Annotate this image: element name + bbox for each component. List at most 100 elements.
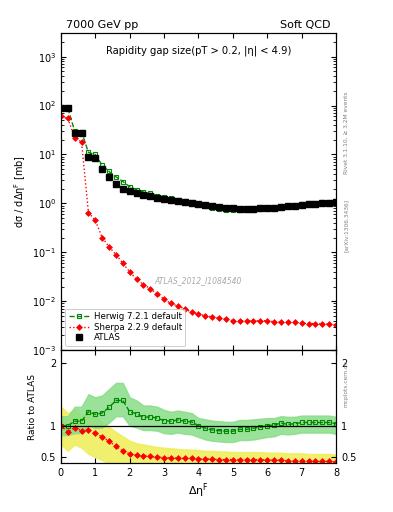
Y-axis label: Ratio to ATLAS: Ratio to ATLAS	[28, 374, 37, 440]
Sherpa 2.2.9 default	[313, 321, 318, 327]
ATLAS	[169, 197, 173, 203]
ATLAS	[148, 193, 152, 199]
Text: mcplots.cern.ch: mcplots.cern.ch	[344, 360, 349, 408]
Sherpa 2.2.9 default	[217, 315, 222, 322]
Herwig 7.2.1 default	[86, 150, 91, 156]
Sherpa 2.2.9 default	[237, 317, 242, 324]
Sherpa 2.2.9 default	[285, 319, 290, 326]
Herwig 7.2.1 default	[292, 202, 297, 208]
Sherpa 2.2.9 default	[189, 309, 194, 315]
ATLAS	[65, 105, 70, 111]
Herwig 7.2.1 default	[306, 200, 311, 206]
ATLAS	[292, 203, 297, 209]
ATLAS	[175, 198, 180, 204]
Sherpa 2.2.9 default	[155, 291, 160, 297]
ATLAS	[155, 195, 160, 201]
ATLAS	[334, 199, 338, 205]
Sherpa 2.2.9 default	[196, 311, 201, 317]
Sherpa 2.2.9 default	[86, 209, 91, 216]
Text: Rapidity gap size(pT > 0.2, |η| < 4.9): Rapidity gap size(pT > 0.2, |η| < 4.9)	[106, 46, 291, 56]
Sherpa 2.2.9 default	[79, 139, 84, 145]
ATLAS	[313, 201, 318, 207]
Sherpa 2.2.9 default	[175, 303, 180, 309]
Text: Rivet 3.1.10, ≥ 3.2M events: Rivet 3.1.10, ≥ 3.2M events	[344, 92, 349, 175]
ATLAS	[299, 202, 304, 208]
Sherpa 2.2.9 default	[162, 296, 167, 302]
ATLAS	[196, 201, 201, 207]
ATLAS	[107, 174, 112, 180]
Herwig 7.2.1 default	[320, 199, 325, 205]
Text: ATLAS_2012_I1084540: ATLAS_2012_I1084540	[155, 276, 242, 285]
Herwig 7.2.1 default	[285, 203, 290, 209]
Sherpa 2.2.9 default	[100, 234, 105, 241]
ATLAS	[86, 154, 91, 160]
Herwig 7.2.1 default	[210, 205, 215, 211]
ATLAS	[272, 205, 277, 211]
Sherpa 2.2.9 default	[251, 317, 256, 324]
ATLAS	[265, 205, 270, 211]
Herwig 7.2.1 default	[93, 152, 97, 158]
Herwig 7.2.1 default	[162, 194, 167, 200]
Sherpa 2.2.9 default	[93, 217, 97, 223]
Sherpa 2.2.9 default	[120, 260, 125, 266]
Herwig 7.2.1 default	[169, 195, 173, 201]
Herwig 7.2.1 default	[114, 174, 118, 180]
Herwig 7.2.1 default	[299, 201, 304, 207]
Sherpa 2.2.9 default	[182, 306, 187, 312]
ATLAS	[224, 205, 228, 211]
Sherpa 2.2.9 default	[72, 135, 77, 141]
Sherpa 2.2.9 default	[279, 319, 283, 325]
ATLAS	[182, 199, 187, 205]
ATLAS	[327, 200, 332, 206]
ATLAS	[72, 130, 77, 136]
ATLAS	[251, 206, 256, 212]
Herwig 7.2.1 default	[175, 197, 180, 203]
Herwig 7.2.1 default	[72, 128, 77, 134]
Herwig 7.2.1 default	[217, 206, 222, 212]
ATLAS	[279, 204, 283, 210]
Herwig 7.2.1 default	[272, 204, 277, 210]
Sherpa 2.2.9 default	[114, 251, 118, 258]
Herwig 7.2.1 default	[203, 203, 208, 209]
Y-axis label: dσ / dΔη$^\mathregular{F}$ [mb]: dσ / dΔη$^\mathregular{F}$ [mb]	[12, 155, 28, 228]
Text: [arXiv:1306.3436]: [arXiv:1306.3436]	[344, 199, 349, 252]
Herwig 7.2.1 default	[182, 198, 187, 204]
ATLAS	[217, 204, 222, 210]
Herwig 7.2.1 default	[196, 201, 201, 207]
Herwig 7.2.1 default	[107, 168, 112, 175]
Sherpa 2.2.9 default	[230, 317, 235, 324]
Line: ATLAS: ATLAS	[58, 105, 339, 211]
Sherpa 2.2.9 default	[265, 317, 270, 324]
Herwig 7.2.1 default	[148, 190, 152, 197]
ATLAS	[114, 181, 118, 187]
Herwig 7.2.1 default	[251, 206, 256, 212]
ATLAS	[59, 105, 63, 111]
ATLAS	[320, 200, 325, 206]
Line: Herwig 7.2.1 default: Herwig 7.2.1 default	[59, 105, 338, 212]
ATLAS	[162, 196, 167, 202]
Herwig 7.2.1 default	[59, 105, 63, 111]
ATLAS	[120, 186, 125, 192]
Sherpa 2.2.9 default	[169, 301, 173, 307]
ATLAS	[285, 203, 290, 209]
Legend: Herwig 7.2.1 default, Sherpa 2.2.9 default, ATLAS: Herwig 7.2.1 default, Sherpa 2.2.9 defau…	[65, 309, 185, 346]
Sherpa 2.2.9 default	[210, 314, 215, 320]
Sherpa 2.2.9 default	[258, 317, 263, 324]
ATLAS	[210, 203, 215, 209]
Herwig 7.2.1 default	[65, 105, 70, 111]
Sherpa 2.2.9 default	[244, 317, 249, 324]
Herwig 7.2.1 default	[327, 199, 332, 205]
Sherpa 2.2.9 default	[148, 286, 152, 292]
Sherpa 2.2.9 default	[292, 319, 297, 326]
Sherpa 2.2.9 default	[107, 244, 112, 250]
ATLAS	[244, 206, 249, 212]
Sherpa 2.2.9 default	[224, 316, 228, 322]
Herwig 7.2.1 default	[313, 200, 318, 206]
ATLAS	[237, 206, 242, 212]
Sherpa 2.2.9 default	[334, 322, 338, 328]
Herwig 7.2.1 default	[258, 206, 263, 212]
Herwig 7.2.1 default	[79, 129, 84, 135]
Herwig 7.2.1 default	[155, 193, 160, 199]
ATLAS	[141, 191, 146, 198]
ATLAS	[203, 202, 208, 208]
